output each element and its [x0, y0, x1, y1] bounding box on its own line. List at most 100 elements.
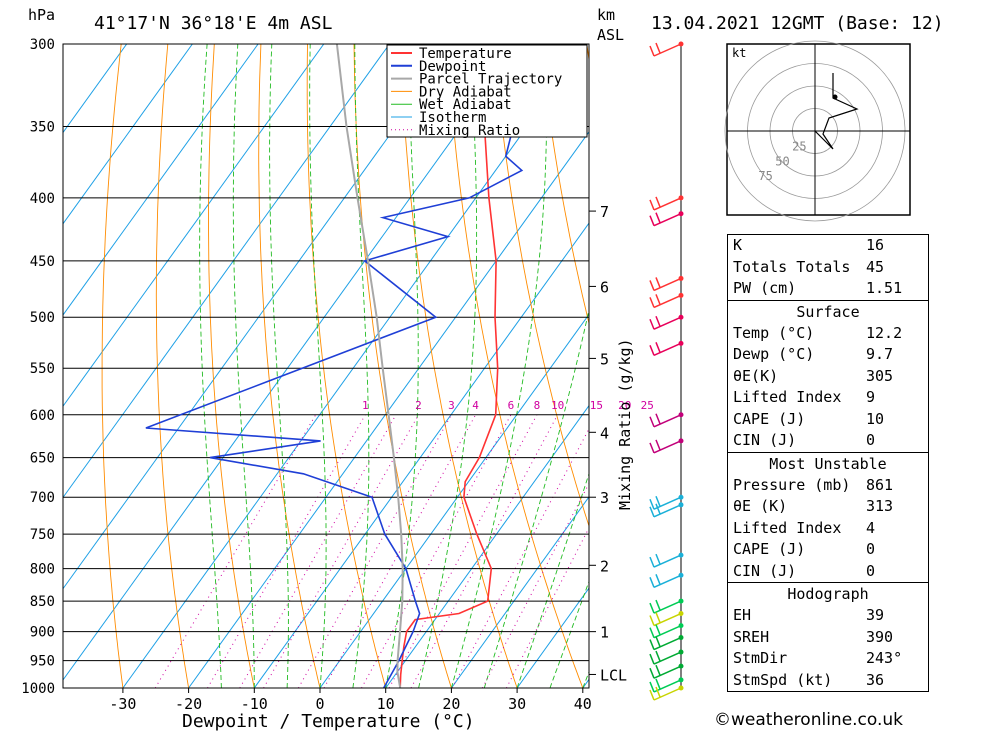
wind-barb-flag: [655, 42, 661, 54]
wind-barb-flag: [649, 215, 655, 226]
surface-label: θE(K): [733, 366, 779, 385]
wind-barb-shaft: [653, 440, 682, 454]
wind-barb-flag: [655, 503, 661, 515]
wind-barb-flag: [649, 667, 655, 679]
legend-label: Wet Adiabat: [419, 97, 512, 113]
wind-barb-flag: [655, 599, 661, 611]
isotherm-line: [63, 44, 456, 590]
temperature-tick-label: 40: [574, 695, 592, 713]
pressure-tick-label: 800: [30, 562, 55, 578]
wind-barb-shaft: [653, 496, 682, 510]
temperature-tick-label: -30: [109, 695, 136, 713]
wet-adiabat-line: [418, 44, 478, 688]
surface-row: CAPE (J) 10: [728, 409, 928, 431]
index-value: 16: [866, 236, 885, 254]
wind-barb-flag: [655, 495, 661, 507]
plot-frame: [62, 43, 590, 689]
isotherm-line: [63, 44, 325, 408]
isotherm-line: [385, 404, 589, 688]
wet-adiabat-line: [199, 44, 222, 688]
surface-row: Dewp (°C) 9.7: [728, 344, 928, 366]
isotherm-line: [450, 496, 589, 688]
hodograph-value: 36: [866, 670, 885, 689]
wind-barb-flag: [649, 199, 655, 211]
wind-barb-flag: [655, 553, 661, 565]
wind-barb-shaft: [653, 636, 682, 651]
wind-barb-shaft: [653, 679, 682, 693]
wind-barb-shaft: [653, 612, 682, 627]
wind-barb: [649, 292, 684, 309]
temperature-tick-label: 20: [442, 695, 460, 713]
isotherm-line: [319, 313, 589, 688]
wind-barb: [649, 275, 684, 292]
wind-barb-flag: [649, 45, 655, 57]
wind-barb: [649, 623, 684, 639]
hodograph-row: StmSpd (kt) 36: [728, 670, 928, 692]
index-row: Totals Totals 45: [728, 257, 928, 279]
wind-barb-shaft: [653, 665, 682, 679]
wind-barb-flag: [649, 689, 655, 701]
surface-label: CIN (J): [733, 431, 797, 449]
series-line-temperature: [399, 44, 499, 688]
wind-barb-flag: [649, 498, 655, 510]
hodograph-label: StmSpd (kt): [733, 670, 833, 689]
legend-label: Dewpoint: [419, 59, 486, 75]
hodograph-row: EH 39: [728, 605, 928, 627]
legend-box: [386, 44, 588, 138]
wind-barb-flag: [649, 602, 655, 614]
km-label: 7: [600, 203, 609, 221]
pressure-tick-label: 600: [30, 408, 55, 424]
surface-value: 0: [866, 431, 876, 449]
pressure-tick-label: 400: [30, 191, 55, 207]
wind-barb-flag: [649, 318, 655, 330]
wind-barb-shaft: [653, 651, 682, 665]
wind-barb: [649, 314, 684, 330]
wind-barb-shaft: [653, 316, 682, 330]
mixing-ratio-label: 15: [590, 399, 603, 412]
hodograph-ring-label: 75: [758, 169, 772, 183]
mixing-ratio-label: 6: [508, 399, 515, 412]
km-label: 1: [600, 624, 609, 642]
pressure-unit-label: hPa: [28, 6, 55, 24]
wet-adiabat-line: [309, 44, 327, 688]
mixing-ratio-label: 1: [362, 399, 369, 412]
hodograph-value: 243°: [866, 649, 903, 667]
wind-barb: [649, 677, 684, 693]
wind-barb-shaft: [653, 687, 682, 701]
index-label: Totals Totals: [733, 257, 851, 276]
most-unstable-label: Pressure (mb): [733, 475, 851, 494]
wind-barb: [649, 611, 684, 627]
wind-barb-flag: [649, 681, 655, 693]
dry-adiabat-line: [155, 44, 190, 688]
wet-adiabat-line: [269, 44, 289, 688]
wind-barb-flag: [649, 556, 655, 568]
pressure-tick-label: 500: [30, 310, 55, 326]
isotherm-line: [188, 131, 589, 688]
pressure-tick-labels: 300 350 400 450 500 550 600 650 700 750 800 850 900 9…: [21, 37, 55, 697]
legend-label: Dry Adiabat: [419, 84, 512, 100]
temperature-tick-label: 10: [377, 695, 395, 713]
hodograph-ring-label: 25: [792, 140, 806, 154]
km-label: 2: [600, 557, 609, 575]
most-unstable-label: CIN (J): [733, 561, 797, 580]
surface-value: 9: [866, 388, 876, 406]
wind-barb: [649, 572, 684, 588]
wind-barb-flag: [649, 639, 655, 650]
isotherm-line: [122, 44, 588, 688]
wind-barb: [649, 211, 684, 227]
wind-barb-flag: [655, 212, 661, 223]
credit-link[interactable]: ©weatheronline.co.uk: [714, 710, 904, 730]
wind-barb: [649, 649, 684, 665]
wind-barb-flag: [655, 196, 661, 208]
storm-motion-dot: [832, 94, 838, 100]
surface-value: 10: [866, 409, 885, 428]
pressure-tick-label: 1000: [21, 681, 55, 697]
temperature-tick-label: -10: [241, 695, 268, 713]
temperature-tick-label: -20: [175, 695, 202, 713]
most-unstable-label: CAPE (J): [733, 540, 806, 558]
wind-barb-flag: [655, 612, 661, 623]
wind-barb: [649, 502, 684, 518]
km-unit-label: km: [597, 6, 615, 24]
wind-barb-shaft: [653, 294, 682, 309]
